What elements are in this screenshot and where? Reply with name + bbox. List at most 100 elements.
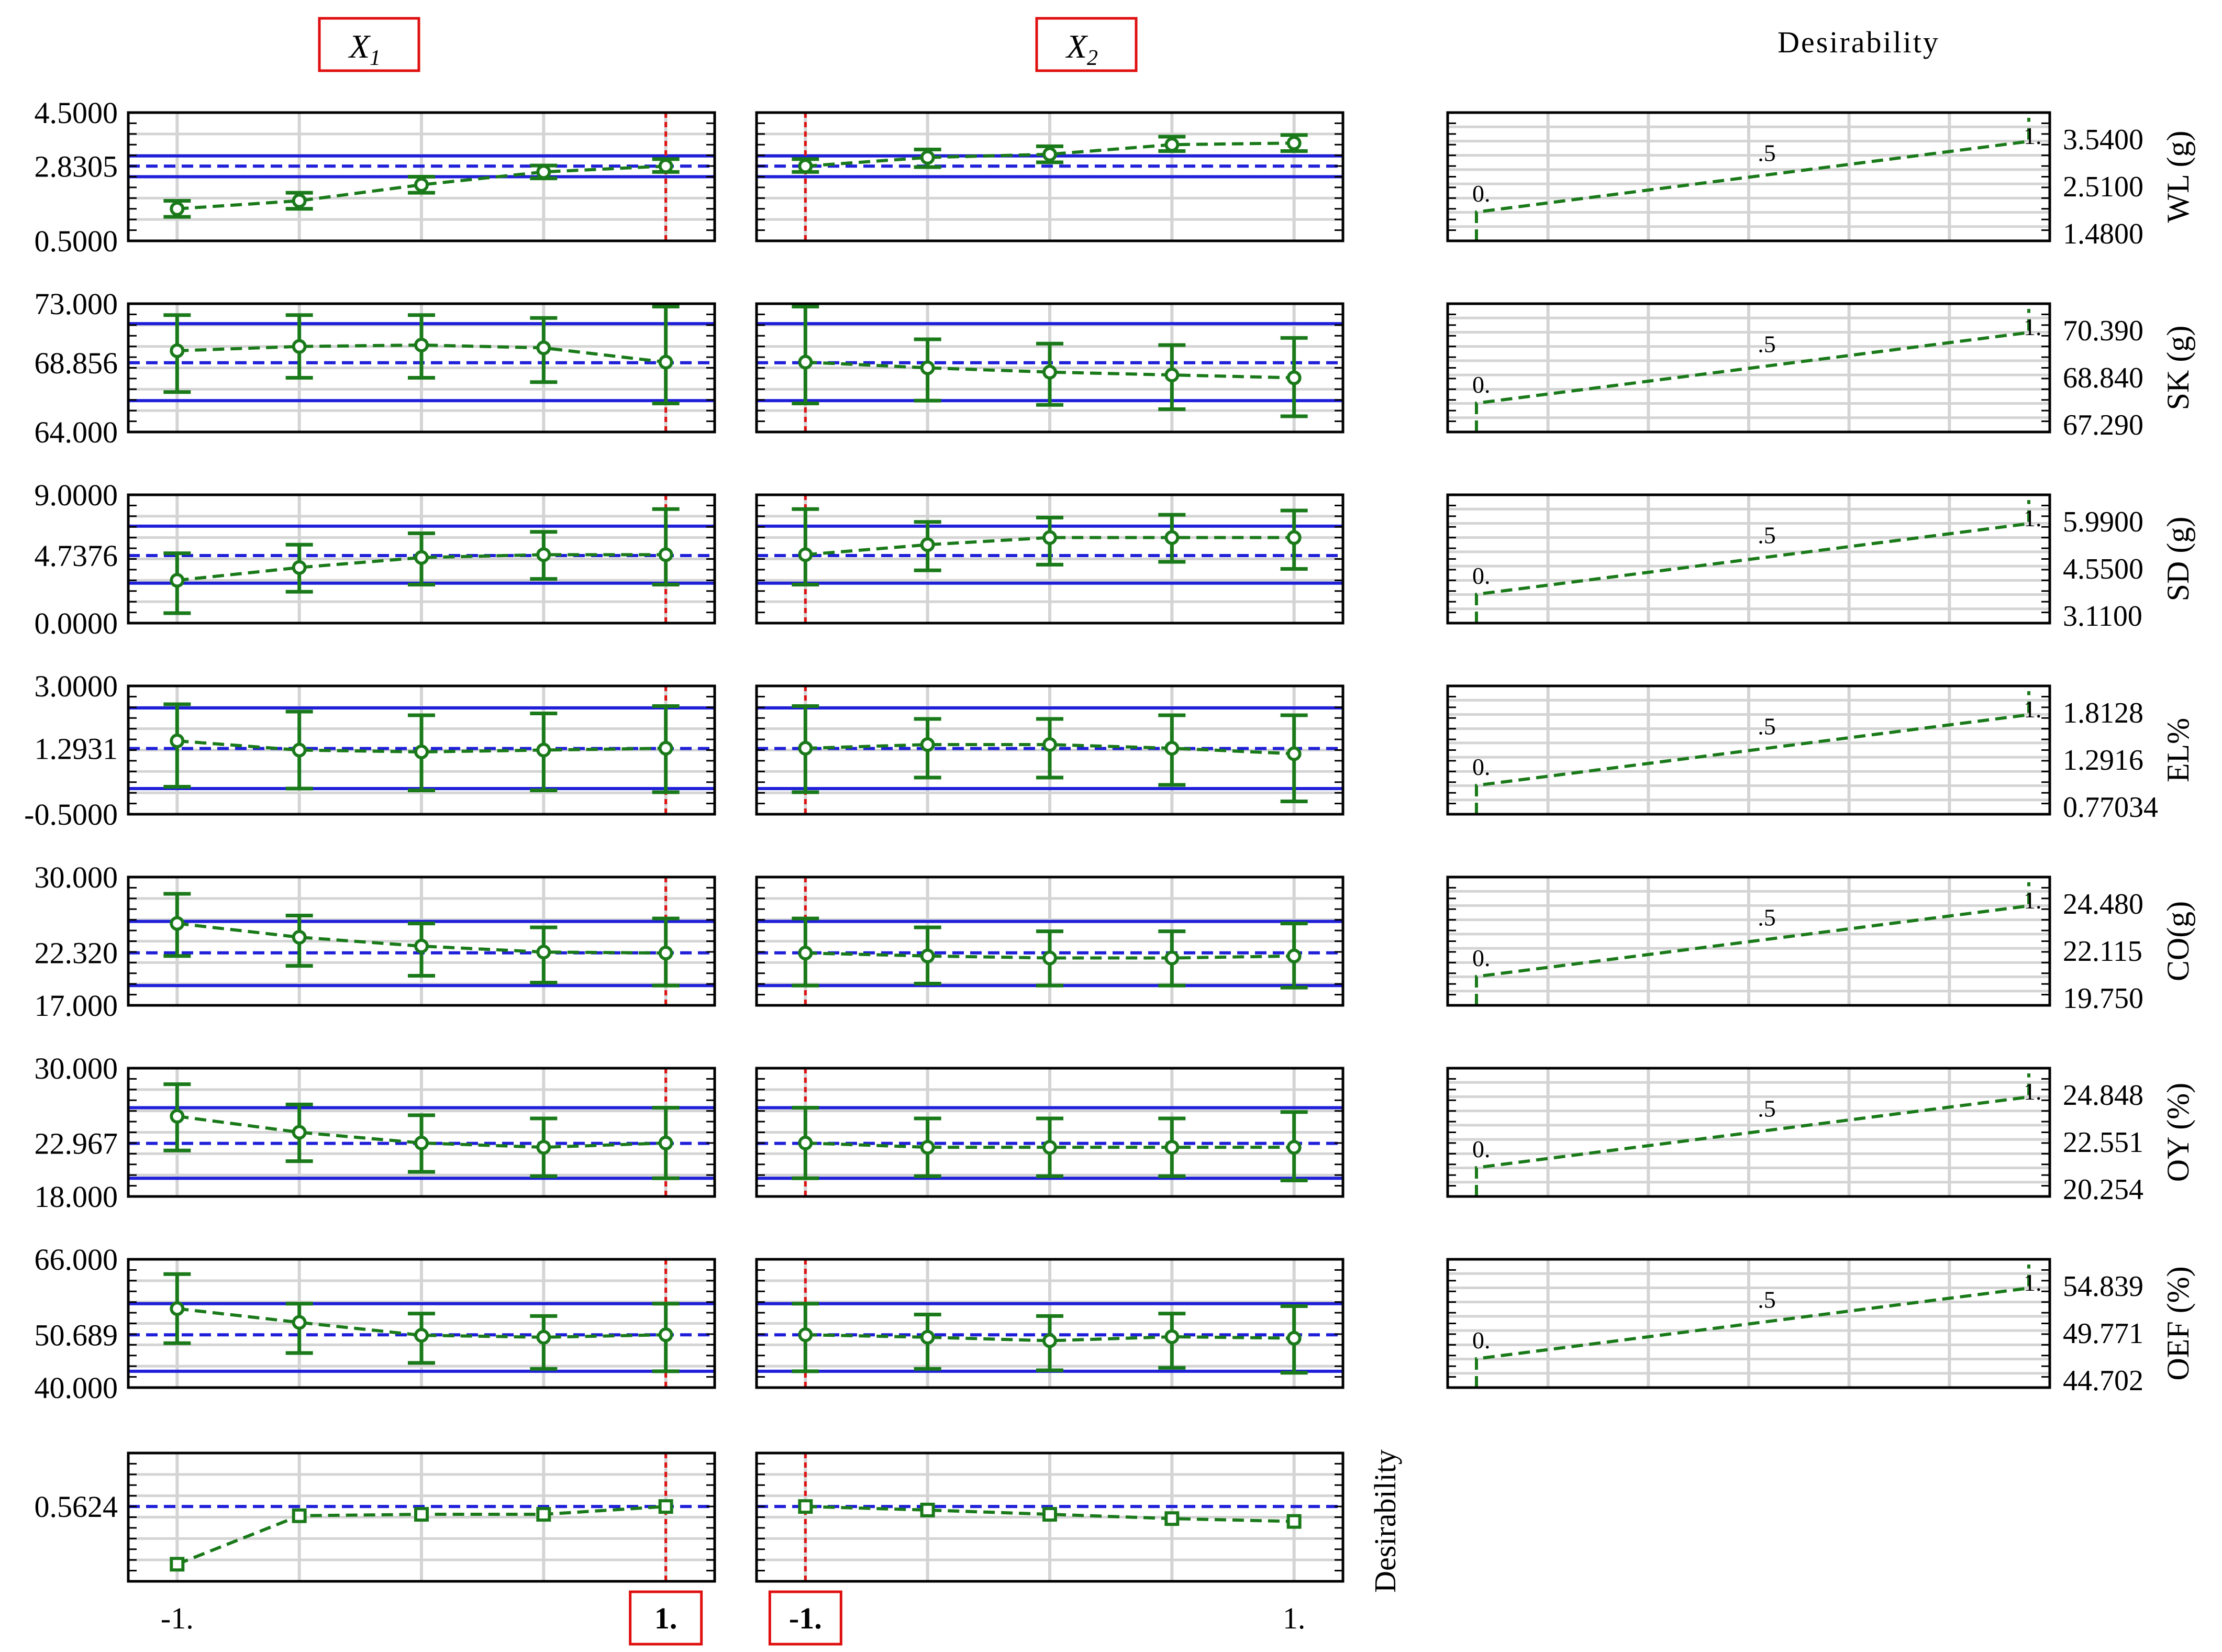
series-line (177, 164, 666, 210)
panel-x1-6 (128, 1259, 715, 1388)
data-point (170, 916, 185, 931)
desirability-tick-label: 1.2916 (2063, 744, 2143, 777)
data-point (536, 547, 551, 562)
panel-x2-7 (757, 1453, 1343, 1581)
header-x2-box (1035, 17, 1138, 72)
data-point (1042, 147, 1057, 162)
series-line (177, 343, 666, 364)
desirability-zero-label: 0. (1472, 753, 1491, 780)
desirability-mid-label: .5 (1758, 713, 1776, 740)
series-line (176, 1114, 666, 1149)
panel-x1-0 (128, 113, 715, 241)
y-tick-label: -0.5000 (24, 797, 118, 831)
current-setting-box (629, 1590, 703, 1646)
data-point (170, 343, 185, 358)
series-line (177, 553, 666, 582)
series-line (805, 1505, 1294, 1523)
data-point (536, 742, 551, 758)
y-tick-label: 9.0000 (35, 478, 118, 512)
series-line (177, 739, 666, 754)
desirability-panel-5: 0. .5 1. (1448, 1068, 2050, 1196)
data-point (798, 741, 813, 756)
desirability-curve (1475, 118, 2030, 241)
data-point (798, 159, 813, 174)
desirability-one-label: 1. (2024, 1078, 2042, 1105)
header-x1-label: X1 (348, 28, 381, 70)
desirability-tick-label: 24.848 (2063, 1079, 2143, 1112)
data-point (1164, 368, 1180, 383)
desirability-tick-label: 20.254 (2063, 1173, 2143, 1206)
data-point (170, 573, 185, 588)
response-label: SK (g) (2161, 326, 2195, 411)
desirability-panel-4: 0. .5 1. (1448, 877, 2050, 1005)
data-point (414, 1328, 429, 1343)
desirability-one-label: 1. (2024, 314, 2042, 340)
y-tick-label: 2.8305 (35, 149, 118, 183)
desirability-one-label: 1. (2024, 505, 2042, 531)
desirability-tick-label: 0.77034 (2063, 791, 2158, 824)
data-point (292, 193, 307, 208)
data-point (798, 547, 813, 562)
data-point (414, 938, 429, 953)
desirability-curve (1475, 309, 2030, 432)
panel-x2-0 (757, 113, 1343, 241)
panel-x2-3 (757, 686, 1343, 814)
desirability-tick-label: 3.5400 (2063, 124, 2143, 156)
data-point (292, 339, 307, 354)
series-line (805, 1141, 1294, 1149)
data-point (1286, 746, 1302, 761)
data-point (292, 560, 307, 575)
desirability-tick-label: 70.390 (2063, 315, 2143, 347)
data-point (658, 741, 673, 756)
desirability-tick-label: 67.290 (2063, 409, 2143, 441)
header-x1-box (318, 17, 420, 72)
data-point (292, 742, 307, 758)
data-point (920, 1502, 935, 1517)
data-point (292, 1508, 307, 1523)
y-tick-label: 68.856 (35, 346, 118, 380)
data-point (292, 929, 307, 945)
desirability-zero-label: 0. (1472, 1327, 1491, 1354)
y-tick-label: 4.5000 (35, 96, 118, 130)
desirability-tick-label: 1.4800 (2063, 218, 2143, 250)
data-point (414, 550, 429, 565)
data-point (1042, 1333, 1057, 1348)
desirability-mid-label: .5 (1758, 522, 1776, 549)
data-point (170, 201, 185, 216)
desirability-one-label: 1. (2024, 887, 2042, 914)
data-point (1042, 950, 1057, 966)
desirability-tick-label: 22.551 (2063, 1126, 2143, 1159)
data-point (1042, 1140, 1057, 1155)
data-point (414, 177, 429, 192)
x-axis-label-x2: -1. (789, 1601, 822, 1635)
desirability-tick-label: 44.702 (2063, 1365, 2143, 1397)
desirability-tick-label: 1.8128 (2063, 697, 2143, 729)
desirability-curve (1475, 500, 2030, 623)
desirability-panel-2: 0. .5 1. (1448, 495, 2050, 623)
panel-x1-3 (128, 686, 715, 814)
series-line (176, 922, 666, 955)
data-point (536, 1140, 551, 1155)
desirability-tick-label: 22.115 (2063, 935, 2142, 968)
data-point (798, 1327, 813, 1343)
data-point (170, 1557, 185, 1572)
series-line (805, 1333, 1294, 1343)
data-point (920, 360, 935, 375)
data-point (658, 354, 673, 370)
data-point (920, 537, 935, 552)
y-tick-label: 1.2931 (35, 731, 118, 766)
data-point (798, 1499, 813, 1514)
response-label: OY (%) (2161, 1083, 2195, 1182)
data-point (1164, 741, 1180, 756)
desirability-tick-label: 3.1100 (2063, 600, 2142, 633)
panel-x2-1 (757, 304, 1343, 432)
data-point (658, 547, 673, 562)
desirability-panel-3: 0. .5 1. (1448, 686, 2050, 814)
data-point (1286, 370, 1302, 385)
desirability-mid-label: .5 (1758, 1095, 1776, 1122)
data-point (414, 1507, 429, 1522)
data-point (1286, 1514, 1302, 1529)
desirability-one-label: 1. (2024, 696, 2042, 723)
desirability-tick-label: 2.5100 (2063, 171, 2143, 203)
